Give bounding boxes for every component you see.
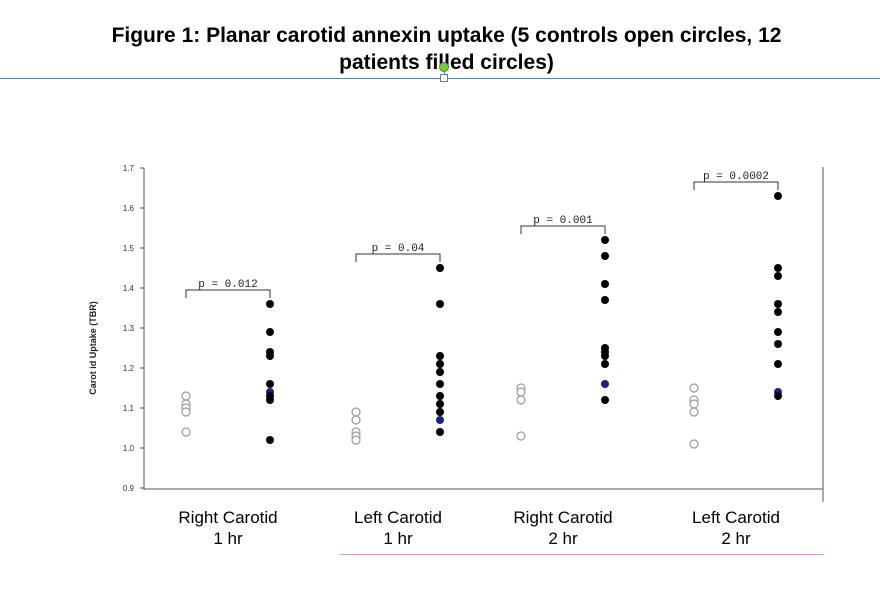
patient-point [436, 380, 444, 388]
control-point [516, 387, 526, 397]
patient-point [774, 308, 782, 316]
y-tick-label: 1.1 [123, 404, 135, 413]
control-point [181, 407, 191, 417]
significance-bracket [693, 181, 779, 190]
patient-point [436, 360, 444, 368]
y-tick-label: 1.0 [123, 444, 135, 453]
resize-handle-icon[interactable] [440, 74, 448, 82]
control-point [351, 415, 361, 425]
control-point [689, 439, 699, 449]
y-tick-label: 1.3 [123, 324, 135, 333]
significance-bracket [185, 289, 271, 298]
annotation-underline [340, 554, 824, 555]
control-point [516, 395, 526, 405]
control-point [351, 435, 361, 445]
patient-point [774, 300, 782, 308]
patient-point [266, 396, 274, 404]
patient-point [436, 400, 444, 408]
category-label-line-1: Right Carotid [178, 508, 278, 527]
category-label: Left Carotid 2 hr [656, 507, 816, 549]
patient-point [266, 352, 274, 360]
p-value-label: p = 0.012 [198, 279, 257, 291]
y-tick-label: 1.7 [123, 164, 135, 173]
y-tick-label: 1.5 [123, 244, 135, 253]
category-label: Right Carotid 2 hr [483, 507, 643, 549]
patient-point [601, 296, 609, 304]
y-tick-label: 1.2 [123, 364, 135, 373]
patient-point [436, 264, 444, 272]
patient-point [266, 300, 274, 308]
category-label-line-2: 2 hr [721, 529, 751, 548]
patient-point [436, 428, 444, 436]
y-axis-label: Carot id Uptake (TBR) [88, 301, 98, 395]
patient-point-highlight [436, 416, 444, 424]
control-point [181, 427, 191, 437]
patient-point [436, 352, 444, 360]
control-point [351, 407, 361, 417]
significance-bracket [355, 253, 441, 262]
patient-point [601, 252, 609, 260]
p-value-label: p = 0.0002 [703, 171, 769, 183]
category-label-line-1: Right Carotid [513, 508, 613, 527]
patient-point [601, 360, 609, 368]
y-tick-label: 1.6 [123, 204, 135, 213]
y-tick-label: 1.4 [123, 284, 135, 293]
patient-point [601, 352, 609, 360]
patient-point [266, 328, 274, 336]
category-label-line-1: Left Carotid [354, 508, 442, 527]
control-point [516, 431, 526, 441]
category-label-line-2: 1 hr [213, 529, 243, 548]
category-label: Left Carotid 1 hr [318, 507, 478, 549]
patient-point [774, 360, 782, 368]
patient-point [774, 328, 782, 336]
y-tick-label: 0.9 [123, 484, 135, 493]
patient-point [601, 236, 609, 244]
patient-point [774, 340, 782, 348]
patient-point [436, 300, 444, 308]
control-point [181, 391, 191, 401]
p-value-label: p = 0.04 [372, 243, 425, 255]
patient-point [436, 368, 444, 376]
patient-point [601, 396, 609, 404]
patient-point [774, 192, 782, 200]
patient-point [436, 392, 444, 400]
patient-point [266, 380, 274, 388]
significance-bracket [520, 225, 606, 234]
patient-point [774, 272, 782, 280]
patient-point [774, 264, 782, 272]
category-label-line-2: 2 hr [548, 529, 578, 548]
category-label-line-1: Left Carotid [692, 508, 780, 527]
category-label-line-2: 1 hr [383, 529, 413, 548]
patient-point [266, 436, 274, 444]
p-value-label: p = 0.001 [533, 215, 593, 227]
patient-point [436, 408, 444, 416]
patient-point [601, 280, 609, 288]
patient-point-highlight [601, 380, 609, 388]
rotate-handle-icon[interactable] [439, 62, 449, 72]
control-point [689, 407, 699, 417]
category-label: Right Carotid 1 hr [148, 507, 308, 549]
control-point [689, 383, 699, 393]
patient-point [774, 392, 782, 400]
control-point [689, 399, 699, 409]
figure-title-line-1: Figure 1: Planar carotid annexin uptake … [111, 24, 782, 47]
